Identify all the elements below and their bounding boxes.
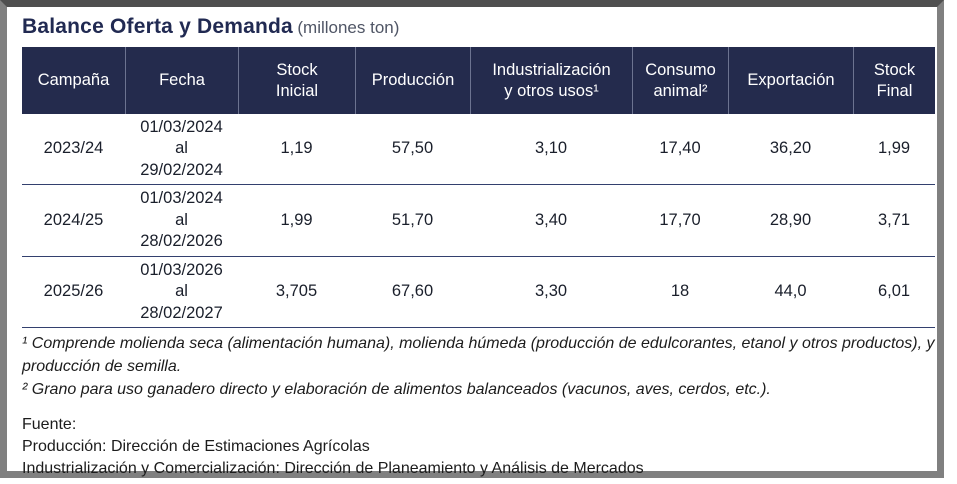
cell-stock-inicial: 1,19 <box>280 139 313 158</box>
cell-consumo-animal: 17,70 <box>659 210 701 229</box>
title-line: Balance Oferta y Demanda (millones ton) <box>22 15 923 39</box>
cell-exportacion: 28,90 <box>769 210 812 229</box>
cell-produccion: 51,70 <box>391 210 434 229</box>
sources-block: Fuente: Producción: Dirección de Estimac… <box>22 414 923 481</box>
cell-fecha: 01/03/2024 al 28/02/2026 <box>140 189 223 251</box>
source-produccion: Producción: Dirección de Estimaciones Ag… <box>22 437 370 455</box>
cell-industrializacion: 3,30 <box>534 282 568 301</box>
source-label: Fuente: <box>22 415 77 433</box>
header-fecha: Fecha <box>125 47 238 114</box>
header-exportacion: Exportación <box>728 47 853 114</box>
cell-produccion: 57,50 <box>391 139 434 158</box>
header-stock-final: Stock Final <box>853 47 935 114</box>
cell-campana: 2024/25 <box>43 210 104 229</box>
table-row: 2025/26 01/03/2026 al 28/02/2027 3,705 6… <box>22 257 935 328</box>
title-units: (millones ton) <box>297 18 400 37</box>
header-stock-inicial: Stock Inicial <box>238 47 355 114</box>
table-row: 2024/25 01/03/2024 al 28/02/2026 1,99 51… <box>22 185 935 257</box>
footnote-2: ² Grano para uso ganadero directo y elab… <box>22 381 771 399</box>
cell-exportacion: 44,0 <box>774 282 807 301</box>
cell-industrializacion: 3,40 <box>534 210 568 229</box>
cell-produccion: 67,60 <box>391 282 434 301</box>
header-consumo-animal: Consumo animal² <box>632 47 728 114</box>
cell-fecha: 01/03/2026 al 28/02/2027 <box>140 260 223 322</box>
cell-exportacion: 36,20 <box>769 139 812 158</box>
header-campana: Campaña <box>37 71 110 90</box>
cell-stock-final: 1,99 <box>877 139 911 158</box>
page-title: Balance Oferta y Demanda <box>22 15 293 38</box>
source-industrializacion: Industrialización y Comercialización: Di… <box>22 460 644 478</box>
header-industrializacion: Industrialización y otros usos¹ <box>470 47 632 114</box>
footnotes: ¹ Comprende molienda seca (alimentación … <box>22 332 942 402</box>
table-frame: Balance Oferta y Demanda (millones ton) … <box>0 0 944 478</box>
cell-stock-inicial: 1,99 <box>280 210 313 229</box>
table-row: 2023/24 01/03/2024 al 29/02/2024 1,19 57… <box>22 114 935 186</box>
cell-campana: 2023/24 <box>43 139 104 158</box>
cell-consumo-animal: 17,40 <box>659 139 701 158</box>
cell-stock-final: 3,71 <box>877 210 911 229</box>
balance-table: Campaña Fecha Stock Inicial Producción I… <box>22 47 935 328</box>
header-produccion: Producción <box>355 47 470 114</box>
cell-consumo-animal: 18 <box>670 282 690 301</box>
cell-fecha: 01/03/2024 al 29/02/2024 <box>140 118 223 179</box>
cell-industrializacion: 3,10 <box>534 139 568 158</box>
cell-stock-final: 6,01 <box>877 282 911 301</box>
cell-campana: 2025/26 <box>43 282 104 301</box>
footnote-1: ¹ Comprende molienda seca (alimentación … <box>22 334 935 376</box>
cell-stock-inicial: 3,705 <box>275 282 318 301</box>
table-header-row: Campaña Fecha Stock Inicial Producción I… <box>22 47 935 114</box>
